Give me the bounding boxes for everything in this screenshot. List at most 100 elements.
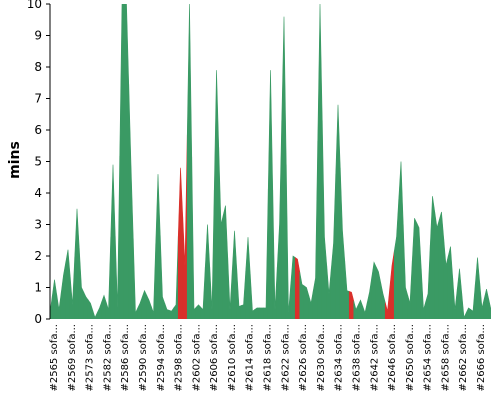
run-area[interactable] — [200, 267, 206, 319]
run-area[interactable] — [114, 155, 121, 319]
run-area[interactable] — [434, 211, 440, 319]
run-area[interactable] — [164, 303, 170, 319]
run-area[interactable] — [69, 256, 76, 319]
run-area[interactable] — [470, 284, 476, 319]
y-tick-label: 10 — [27, 0, 42, 11]
run-area[interactable] — [285, 164, 292, 319]
y-axis-title: mins — [7, 141, 23, 179]
run-area[interactable] — [56, 292, 62, 319]
run-area[interactable] — [366, 277, 373, 319]
failed-run-area[interactable] — [294, 256, 301, 319]
run-area[interactable] — [407, 260, 413, 319]
run-area[interactable] — [213, 70, 220, 319]
run-area[interactable] — [416, 222, 422, 319]
run-area[interactable] — [321, 120, 328, 319]
run-area[interactable] — [312, 141, 319, 319]
run-area[interactable] — [209, 189, 215, 319]
run-area[interactable] — [443, 238, 449, 319]
run-area[interactable] — [204, 224, 211, 320]
run-area[interactable] — [195, 304, 202, 319]
run-area[interactable] — [155, 174, 161, 319]
run-area[interactable] — [425, 244, 431, 319]
run-area[interactable] — [218, 147, 224, 319]
run-area[interactable] — [173, 236, 179, 319]
run-area[interactable] — [411, 218, 418, 319]
run-area[interactable] — [51, 279, 58, 319]
run-area[interactable] — [276, 120, 283, 319]
run-area[interactable] — [101, 294, 107, 319]
run-area[interactable] — [438, 211, 445, 319]
run-area[interactable] — [245, 237, 251, 319]
failed-run-area[interactable] — [384, 288, 391, 319]
run-area[interactable] — [132, 238, 139, 319]
run-area[interactable] — [299, 271, 305, 319]
run-area[interactable] — [110, 164, 116, 319]
run-area[interactable] — [96, 301, 103, 319]
run-area[interactable] — [263, 189, 269, 319]
run-area[interactable] — [105, 237, 112, 319]
run-area[interactable] — [87, 299, 94, 319]
run-area[interactable] — [290, 255, 296, 319]
run-area[interactable] — [330, 174, 337, 319]
run-area[interactable] — [452, 278, 458, 319]
run-area[interactable] — [308, 290, 314, 319]
run-area[interactable] — [456, 268, 463, 319]
run-area[interactable] — [375, 266, 382, 319]
run-area[interactable] — [272, 189, 278, 319]
run-area[interactable] — [60, 262, 67, 319]
run-area[interactable] — [362, 302, 368, 319]
run-area[interactable] — [249, 274, 256, 319]
run-area[interactable] — [83, 292, 89, 319]
run-area[interactable] — [267, 70, 274, 319]
failed-run-area[interactable] — [182, 134, 188, 319]
run-area[interactable] — [380, 282, 386, 319]
run-area[interactable] — [168, 307, 175, 319]
run-area[interactable] — [465, 307, 472, 319]
run-area[interactable] — [222, 205, 229, 319]
run-area[interactable] — [402, 224, 409, 320]
run-area[interactable] — [344, 260, 350, 319]
run-area[interactable] — [429, 196, 436, 319]
run-area[interactable] — [236, 268, 242, 319]
run-area[interactable] — [371, 261, 377, 319]
run-area[interactable] — [92, 310, 98, 319]
run-area[interactable] — [254, 307, 260, 319]
run-area[interactable] — [231, 230, 238, 319]
run-area[interactable] — [339, 167, 346, 319]
run-area[interactable] — [74, 208, 80, 319]
run-area[interactable] — [128, 84, 134, 319]
run-area[interactable] — [159, 235, 166, 319]
run-area[interactable] — [123, 4, 130, 319]
failed-run-area[interactable] — [177, 167, 184, 319]
run-area[interactable] — [335, 104, 341, 319]
run-area[interactable] — [119, 4, 125, 319]
run-area[interactable] — [357, 299, 364, 319]
run-area[interactable] — [303, 285, 310, 319]
run-area[interactable] — [393, 199, 400, 319]
run-area[interactable] — [479, 282, 485, 319]
run-area[interactable] — [65, 249, 71, 319]
failed-run-area[interactable] — [348, 291, 355, 319]
run-area[interactable] — [78, 248, 85, 319]
run-area[interactable] — [150, 243, 157, 319]
run-area[interactable] — [447, 246, 454, 319]
run-area[interactable] — [186, 4, 193, 319]
run-area[interactable] — [227, 257, 233, 319]
run-area[interactable] — [137, 296, 143, 319]
run-area[interactable] — [420, 268, 427, 319]
run-area[interactable] — [353, 300, 359, 319]
failed-run-area[interactable] — [389, 251, 395, 319]
run-area[interactable] — [258, 307, 265, 319]
run-area[interactable] — [141, 289, 148, 319]
run-area[interactable] — [474, 257, 481, 319]
run-area[interactable] — [317, 4, 323, 319]
run-area[interactable] — [191, 156, 197, 319]
run-area[interactable] — [398, 161, 404, 320]
run-area[interactable] — [488, 299, 491, 319]
run-area[interactable] — [281, 16, 287, 319]
run-area[interactable] — [240, 270, 247, 319]
run-area[interactable] — [146, 295, 152, 319]
run-area[interactable] — [483, 289, 490, 319]
run-area[interactable] — [326, 265, 332, 319]
run-area[interactable] — [461, 292, 467, 319]
